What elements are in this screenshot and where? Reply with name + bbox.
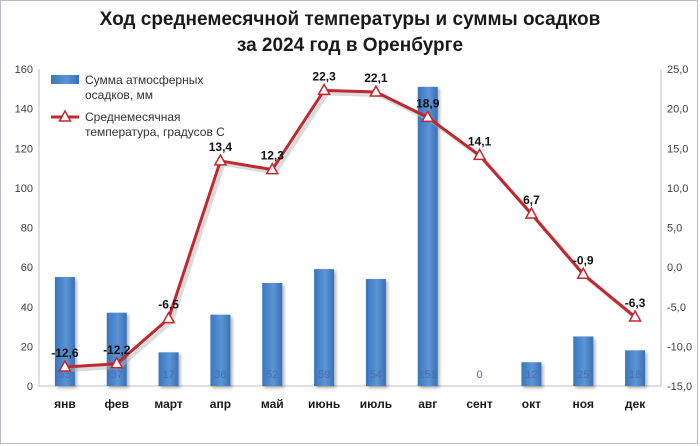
x-tick-label: дек [625,397,646,411]
temperature-marker [472,147,487,161]
precipitation-data-label: 36 [214,369,226,381]
temperature-data-label: -0,9 [573,253,594,267]
temperature-data-label: -12,6 [51,346,79,360]
temperature-marker [265,162,280,175]
precipitation-bar [54,277,75,386]
precipitation-data-label: 12 [525,369,537,381]
legend-line-marker [58,109,72,122]
temperature-data-label: 14,1 [468,134,492,148]
left-tick-label: 120 [15,143,33,155]
x-tick-label: сент [466,397,493,411]
temperature-data-label: -6,3 [625,296,646,310]
precipitation-data-label: 151 [419,369,437,381]
precipitation-data-label: 0 [477,369,483,381]
temperature-marker [317,82,331,96]
left-tick-label: 140 [15,104,33,116]
legend-bar-label-line1: Сумма атмосферных [85,73,203,87]
precipitation-data-label: 18 [629,369,641,381]
precipitation-data-label: 55 [59,369,71,381]
x-tick-label: янв [54,397,76,411]
temperature-marker [576,266,591,280]
right-tick-label: 0,0 [667,262,682,274]
precipitation-data-label: 17 [162,369,174,381]
precipitation-data-label: 59 [318,369,330,381]
temperature-marker [628,309,642,322]
x-tick-label: окт [522,397,541,411]
left-tick-label: 40 [21,302,33,314]
right-tick-label: 15,0 [667,143,688,155]
right-tick-label: -10,0 [667,341,692,353]
temperature-marker [369,84,383,97]
precipitation-bar [262,282,283,386]
left-tick-label: 0 [27,381,33,393]
x-tick-label: июль [360,397,392,411]
precipitation-data-label: 52 [266,369,278,381]
precipitation-bar [210,314,231,386]
precipitation-data-label: 37 [111,369,123,381]
precipitation-bar [625,350,646,386]
temperature-marker [420,109,435,123]
precipitation-bar [365,279,386,386]
left-tick-label: 60 [21,262,33,274]
temperature-data-label: 22,3 [312,69,336,83]
temperature-data-label: 6,7 [523,193,540,207]
right-tick-label: -5,0 [667,302,686,314]
x-tick-label: ноя [573,397,594,411]
precipitation-bar [158,352,179,386]
precipitation-bar [573,336,594,386]
right-tick-label: 5,0 [667,223,682,235]
precipitation-data-label: 54 [370,369,382,381]
left-tick-label: 100 [15,183,33,195]
chart-title-line2: за 2024 год в Оренбурге [236,35,464,56]
legend-bar-swatch [51,75,79,84]
temperature-marker [161,311,176,324]
temperature-marker [58,359,72,372]
temperature-data-label: -6,5 [158,298,179,312]
x-tick-label: апр [210,397,231,411]
right-tick-label: -15,0 [667,381,692,393]
temperature-data-label: -12,2 [103,343,131,357]
precipitation-data-label: 25 [577,369,589,381]
right-tick-label: 20,0 [667,104,688,116]
right-tick-label: 10,0 [667,183,688,195]
precipitation-bar [314,269,335,386]
left-tick-label: 20 [21,341,33,353]
temperature-data-label: 18,9 [416,96,440,110]
legend-line-label-line1: Среднемесячная [85,110,181,124]
temperature-marker [109,356,124,369]
x-tick-label: авг [418,397,437,411]
temperature-marker [213,153,228,166]
temperature-marker [524,206,539,219]
right-tick-label: 25,0 [667,64,688,76]
temperature-data-label: 22,1 [364,71,388,85]
precipitation-bar [521,362,542,386]
x-tick-label: май [261,397,284,411]
precipitation-bar [417,86,438,387]
x-tick-label: март [154,397,183,411]
temperature-line [64,88,637,369]
x-tick-label: июнь [308,397,340,411]
x-tick-label: фев [105,397,129,411]
temperature-data-label: 12,3 [261,149,285,163]
chart-title-line1: Ход среднемесячной температуры и суммы о… [99,9,601,30]
legend-bar-label-line2: осадков, мм [85,88,153,102]
left-tick-label: 80 [21,223,33,235]
legend-line-label-line2: температура, градусов С [85,125,225,139]
chart-title: Ход среднемесячной температуры и суммы о… [1,7,699,59]
left-tick-label: 160 [15,64,33,76]
temperature-data-label: 13,4 [209,140,233,154]
